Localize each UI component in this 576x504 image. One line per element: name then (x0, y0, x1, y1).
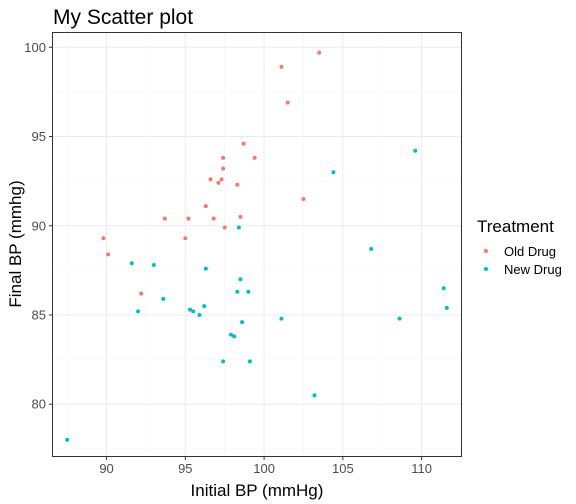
data-point-new-drug (203, 266, 208, 271)
data-point-old-drug (279, 64, 284, 69)
x-tick-label: 95 (178, 461, 192, 476)
data-point-old-drug (222, 225, 227, 230)
y-tick-label: 100 (24, 40, 46, 55)
data-point-old-drug (317, 50, 322, 55)
x-tick-label: 105 (332, 461, 354, 476)
x-axis: 90 95 100 105 110 (99, 456, 432, 476)
plot-panel-border (52, 32, 462, 457)
data-point-new-drug (444, 305, 449, 310)
x-tick-label: 110 (411, 461, 432, 476)
data-point-new-drug (235, 289, 240, 294)
data-point-old-drug (221, 155, 226, 160)
data-point-new-drug (161, 296, 166, 301)
data-point-old-drug (101, 236, 106, 241)
legend-key-new-drug (484, 267, 488, 271)
x-tick-label: 100 (253, 461, 275, 476)
legend: Treatment Old Drug New Drug (477, 217, 562, 277)
data-point-new-drug (232, 334, 237, 339)
data-point-new-drug (188, 307, 193, 312)
data-point-new-drug (65, 437, 70, 442)
legend-label-old-drug: Old Drug (504, 244, 556, 259)
data-point-old-drug (106, 252, 111, 257)
data-point-old-drug (139, 291, 144, 296)
data-point-new-drug (221, 359, 226, 364)
data-point-new-drug (238, 277, 243, 282)
data-point-new-drug (151, 263, 156, 268)
data-point-new-drug (413, 148, 418, 153)
data-point-new-drug (240, 320, 245, 325)
data-point-new-drug (312, 393, 317, 398)
y-axis: 80 85 90 95 100 (24, 40, 53, 412)
data-point-new-drug (229, 332, 234, 337)
data-point-old-drug (219, 177, 224, 182)
data-point-new-drug (369, 246, 374, 251)
x-axis-title: Initial BP (mmHg) (191, 481, 324, 500)
data-point-new-drug (279, 316, 284, 321)
legend-key-old-drug (484, 249, 488, 253)
data-points (65, 50, 449, 442)
data-point-old-drug (235, 182, 240, 187)
data-point-old-drug (238, 214, 243, 219)
data-point-new-drug (246, 289, 251, 294)
data-point-old-drug (203, 204, 208, 209)
chart-title: My Scatter plot (53, 6, 193, 29)
data-point-old-drug (186, 216, 191, 221)
data-point-old-drug (252, 155, 257, 160)
data-point-new-drug (136, 309, 141, 314)
y-axis-title: Final BP (mmhg) (6, 180, 25, 307)
y-tick-label: 85 (32, 308, 46, 323)
data-point-new-drug (236, 225, 241, 230)
y-tick-label: 80 (32, 397, 46, 412)
x-tick-label: 90 (99, 461, 113, 476)
data-point-old-drug (241, 141, 246, 146)
data-point-old-drug (285, 100, 290, 105)
data-point-new-drug (129, 261, 134, 266)
data-point-new-drug (197, 313, 202, 317)
data-point-new-drug (441, 286, 446, 291)
data-point-old-drug (211, 216, 216, 221)
y-tick-label: 95 (32, 129, 46, 144)
data-point-old-drug (183, 236, 188, 241)
data-point-old-drug (208, 177, 213, 182)
data-point-old-drug (221, 166, 226, 171)
data-point-new-drug (202, 304, 207, 309)
data-point-old-drug (301, 196, 306, 201)
data-point-new-drug (191, 309, 196, 314)
data-point-new-drug (397, 316, 402, 321)
data-point-old-drug (162, 216, 167, 221)
data-point-old-drug (216, 180, 221, 185)
data-point-new-drug (247, 359, 252, 364)
legend-title: Treatment (477, 217, 554, 236)
legend-label-new-drug: New Drug (504, 262, 562, 277)
data-point-new-drug (331, 170, 336, 175)
y-tick-label: 90 (32, 218, 46, 233)
